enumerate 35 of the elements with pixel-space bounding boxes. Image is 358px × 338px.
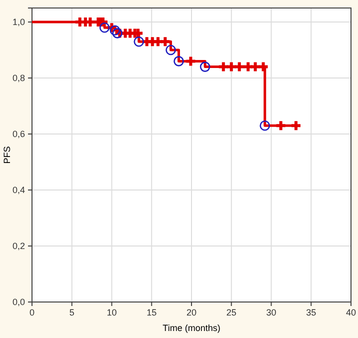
point [99,22,110,33]
point [258,62,268,72]
point [250,62,260,72]
point [260,120,270,131]
point [112,28,122,38]
point [226,62,236,72]
x-tick-label: 10 [106,307,117,318]
point [276,121,286,130]
x-tick-label: 0 [29,307,35,318]
x-tick-label: 30 [266,307,276,318]
y-tick-label: 0,4 [12,184,25,195]
point [186,56,196,66]
y-tick-label: 1,0 [12,16,25,27]
y-tick-label: 0,6 [12,128,25,139]
x-tick-label: 40 [346,307,356,318]
point [200,62,210,72]
point [160,37,170,46]
y-tick-label: 0,2 [12,240,25,251]
y-tick-label: 0,0 [12,296,25,307]
point [110,25,120,36]
point [291,121,300,130]
x-axis-title: Time (months) [162,323,220,333]
point [174,56,184,66]
point [166,44,176,56]
y-axis-title: PFS [2,146,12,164]
x-tick-label: 15 [146,307,157,318]
point [134,36,144,47]
point [244,62,253,72]
point [234,62,244,72]
x-tick-label: 5 [69,307,74,318]
point [218,62,228,72]
x-tick-label: 35 [306,307,316,318]
y-tick-label: 0,8 [12,72,25,83]
x-tick-label: 25 [226,307,236,318]
x-tick-label: 20 [186,307,197,318]
